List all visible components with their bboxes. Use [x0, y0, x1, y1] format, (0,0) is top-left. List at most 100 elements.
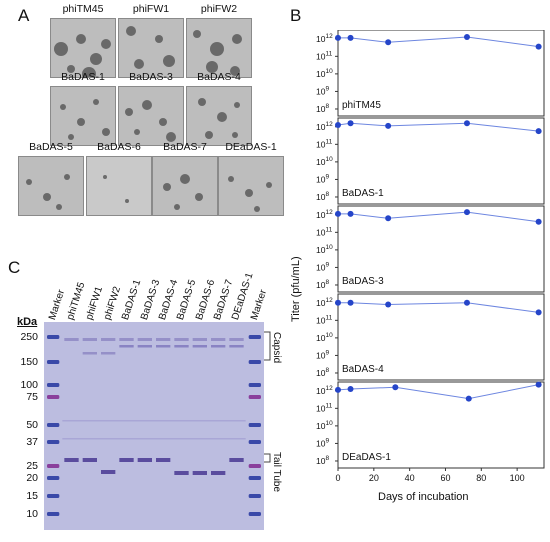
- subplot-label: BaDAS-1: [342, 188, 384, 199]
- plaque-photo: [18, 156, 84, 216]
- plaque-dot: [159, 118, 167, 126]
- y-tick-label: 109: [316, 349, 329, 360]
- plaque-dot: [230, 66, 240, 76]
- y-tick-label: 108: [316, 455, 329, 466]
- marker-band: [47, 464, 60, 468]
- plaque-dot: [77, 118, 85, 126]
- plaque-dot: [125, 108, 133, 116]
- capsid-band: [174, 338, 189, 341]
- plaque-dot: [56, 204, 62, 210]
- y-tick-label: 109: [316, 173, 329, 184]
- titer-point: [392, 384, 399, 391]
- y-tick-label: 1012: [316, 33, 333, 44]
- titer-point: [385, 301, 392, 308]
- marker-band: [47, 494, 60, 498]
- plaque-dot: [163, 55, 175, 67]
- titer-point: [347, 120, 354, 127]
- marker-band: [47, 335, 60, 339]
- x-tick-label: 60: [440, 473, 450, 483]
- y-tick-label: 108: [316, 279, 329, 290]
- tail-tube-band: [101, 470, 116, 474]
- titer-point: [335, 122, 341, 129]
- tail-tube-bracket: [264, 453, 271, 463]
- plaque-label: DEaDAS-1: [225, 141, 277, 153]
- tail-tube-band: [174, 471, 189, 475]
- marker-band: [47, 512, 60, 516]
- plaque-dot: [126, 26, 136, 36]
- y-tick-label: 1010: [316, 156, 333, 167]
- plaque-dot: [134, 59, 144, 69]
- capsid-band: [156, 338, 171, 341]
- tail-tube-band: [211, 471, 226, 475]
- tail-tube-label: Tail Tube: [271, 452, 282, 493]
- capsid-band: [137, 345, 152, 348]
- plaque-dot: [93, 99, 99, 105]
- tail-tube-band: [156, 458, 171, 462]
- titer-subplot: 1012 1011 1010 109 108 BaDAS-1: [316, 117, 545, 205]
- y-tick-label: 1011: [316, 226, 333, 237]
- plaque-dot: [198, 98, 206, 106]
- plaque-dot: [174, 204, 180, 210]
- marker-band: [47, 440, 60, 444]
- y-tick-label: 108: [316, 367, 329, 378]
- titer-point: [347, 386, 354, 393]
- x-tick-label: 40: [405, 473, 415, 483]
- y-tick-label: 1012: [316, 121, 333, 132]
- mw-tick-label: 100: [20, 379, 38, 391]
- titer-point: [385, 122, 392, 129]
- plaque-photo: [86, 156, 152, 216]
- marker-band: [248, 335, 261, 339]
- plaque-dot: [155, 35, 163, 43]
- panel-b-letter: B: [290, 6, 302, 25]
- plaque-photo: [218, 156, 284, 216]
- plaque-dot: [210, 42, 224, 56]
- plaque-dot: [163, 183, 171, 191]
- plaque-label: BaDAS-4: [197, 71, 241, 83]
- mw-tick-label: 25: [26, 460, 38, 472]
- subplot-frame: [337, 205, 545, 293]
- titer-point: [347, 210, 354, 217]
- tail-tube-band: [64, 458, 79, 462]
- plaque-dot: [101, 39, 111, 49]
- plaque-label: BaDAS-3: [129, 71, 173, 83]
- plaque-photo: [118, 18, 184, 78]
- gel-lane-label: Marker: [248, 288, 269, 322]
- plaque-dot: [54, 42, 68, 56]
- marker-band: [248, 476, 261, 480]
- titer-point: [335, 386, 341, 393]
- tail-tube-band: [137, 458, 152, 462]
- capsid-band: [64, 338, 79, 341]
- y-tick-label: 1011: [316, 314, 333, 325]
- tail-tube-band: [119, 458, 134, 462]
- capsid-label: Capsid: [271, 332, 282, 364]
- subplot-label: BaDAS-3: [342, 276, 384, 287]
- capsid-band: [119, 338, 134, 341]
- capsid-band: [229, 345, 244, 348]
- subplot-frame: [337, 381, 545, 469]
- mw-tick-label: 250: [20, 331, 38, 343]
- capsid-band: [82, 352, 97, 355]
- sds-page-gel: [44, 322, 264, 530]
- plaque-dot: [125, 199, 129, 203]
- y-tick-label: 1010: [316, 68, 333, 79]
- y-tick-label: 1011: [316, 402, 333, 413]
- capsid-band: [192, 338, 207, 341]
- titer-point: [535, 381, 542, 388]
- titer-point: [535, 218, 542, 225]
- y-tick-label: 109: [316, 437, 329, 448]
- plaque-photo: [50, 18, 116, 78]
- titer-point: [535, 43, 542, 50]
- kda-axis-label: kDa: [17, 316, 38, 328]
- plaque-label: BaDAS-7: [163, 141, 207, 153]
- y-tick-label: 1010: [316, 420, 333, 431]
- plaque-dot: [206, 61, 218, 73]
- capsid-band: [82, 338, 97, 341]
- marker-band: [47, 360, 60, 364]
- mw-tick-label: 20: [26, 472, 38, 484]
- capsid-band: [192, 345, 207, 348]
- mw-tick-label: 75: [26, 391, 38, 403]
- capsid-band: [101, 338, 116, 341]
- gel-brackets: [264, 331, 271, 463]
- y-tick-label: 108: [316, 191, 329, 202]
- plaque-dot: [68, 134, 74, 140]
